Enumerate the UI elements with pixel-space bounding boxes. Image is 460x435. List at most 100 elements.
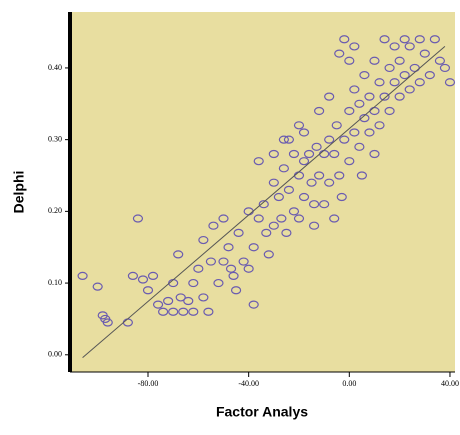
- point: [429, 35, 440, 44]
- point: [306, 178, 317, 187]
- point: [303, 149, 315, 159]
- point: [253, 214, 264, 223]
- point: [339, 35, 350, 44]
- point: [414, 35, 425, 44]
- point: [127, 271, 139, 281]
- point: [298, 128, 310, 137]
- point: [188, 278, 199, 288]
- x-tick-label: 40.00: [441, 379, 459, 388]
- point: [288, 149, 300, 159]
- point: [175, 293, 186, 302]
- point: [77, 271, 88, 281]
- point: [308, 200, 320, 209]
- point: [344, 56, 355, 65]
- point: [132, 214, 144, 223]
- plot-area: [70, 12, 455, 372]
- point: [329, 149, 340, 159]
- point: [218, 257, 229, 266]
- point: [102, 318, 113, 327]
- point: [344, 157, 355, 166]
- point: [163, 296, 174, 306]
- point: [354, 99, 365, 108]
- point: [258, 200, 269, 209]
- point: [374, 78, 385, 87]
- point: [389, 42, 400, 51]
- point: [92, 282, 103, 291]
- point: [218, 214, 229, 223]
- point: [349, 42, 360, 51]
- y-tick-label: 0.20: [48, 206, 62, 215]
- x-tick-label: -80.00: [138, 379, 159, 388]
- point: [331, 121, 342, 130]
- point: [369, 149, 380, 159]
- point: [394, 56, 405, 65]
- point: [293, 121, 305, 130]
- point: [198, 293, 209, 302]
- point: [298, 157, 310, 166]
- point: [263, 250, 274, 259]
- point: [311, 142, 322, 151]
- point: [173, 250, 184, 259]
- point: [444, 78, 456, 87]
- point: [276, 214, 287, 223]
- point: [278, 135, 289, 144]
- fit-line: [82, 46, 446, 359]
- point: [152, 300, 164, 309]
- point: [213, 278, 224, 288]
- point: [404, 85, 415, 94]
- y-tick-label: 0.30: [48, 134, 62, 143]
- point: [334, 49, 345, 58]
- point: [248, 300, 259, 309]
- point: [324, 135, 335, 144]
- point: [424, 71, 435, 80]
- point: [419, 49, 430, 58]
- point: [178, 307, 189, 316]
- point: [399, 71, 410, 80]
- point: [369, 56, 380, 65]
- point: [314, 106, 325, 116]
- point: [230, 286, 242, 295]
- point: [439, 63, 451, 73]
- point: [434, 56, 446, 65]
- point: [261, 228, 272, 237]
- point: [324, 178, 335, 187]
- point: [354, 142, 365, 151]
- point: [356, 171, 367, 180]
- point: [293, 214, 305, 223]
- point: [193, 264, 204, 273]
- point: [137, 275, 149, 284]
- y-axis-label: Delphi: [11, 171, 27, 214]
- point: [248, 243, 259, 252]
- point: [349, 128, 360, 137]
- x-tick-label: 0.00: [342, 379, 356, 388]
- point: [329, 214, 340, 223]
- y-tick-label: 0.00: [48, 350, 62, 359]
- point: [283, 185, 295, 194]
- point: [288, 207, 300, 216]
- point: [384, 63, 395, 73]
- point: [349, 85, 360, 94]
- point: [298, 192, 310, 202]
- point: [225, 264, 237, 273]
- point: [389, 78, 400, 87]
- point: [336, 192, 347, 202]
- point: [359, 71, 370, 80]
- point: [158, 307, 169, 316]
- point: [384, 106, 395, 116]
- point: [379, 35, 390, 44]
- point: [314, 171, 325, 180]
- point: [253, 157, 264, 166]
- point: [308, 221, 320, 230]
- point: [268, 178, 279, 187]
- point: [334, 171, 345, 180]
- point: [203, 307, 214, 316]
- point: [324, 92, 335, 101]
- point: [198, 235, 209, 245]
- point: [238, 257, 249, 266]
- y-tick-label: 0.10: [48, 278, 62, 287]
- point: [364, 128, 375, 137]
- point: [208, 221, 219, 230]
- point: [268, 221, 279, 230]
- point: [273, 192, 284, 202]
